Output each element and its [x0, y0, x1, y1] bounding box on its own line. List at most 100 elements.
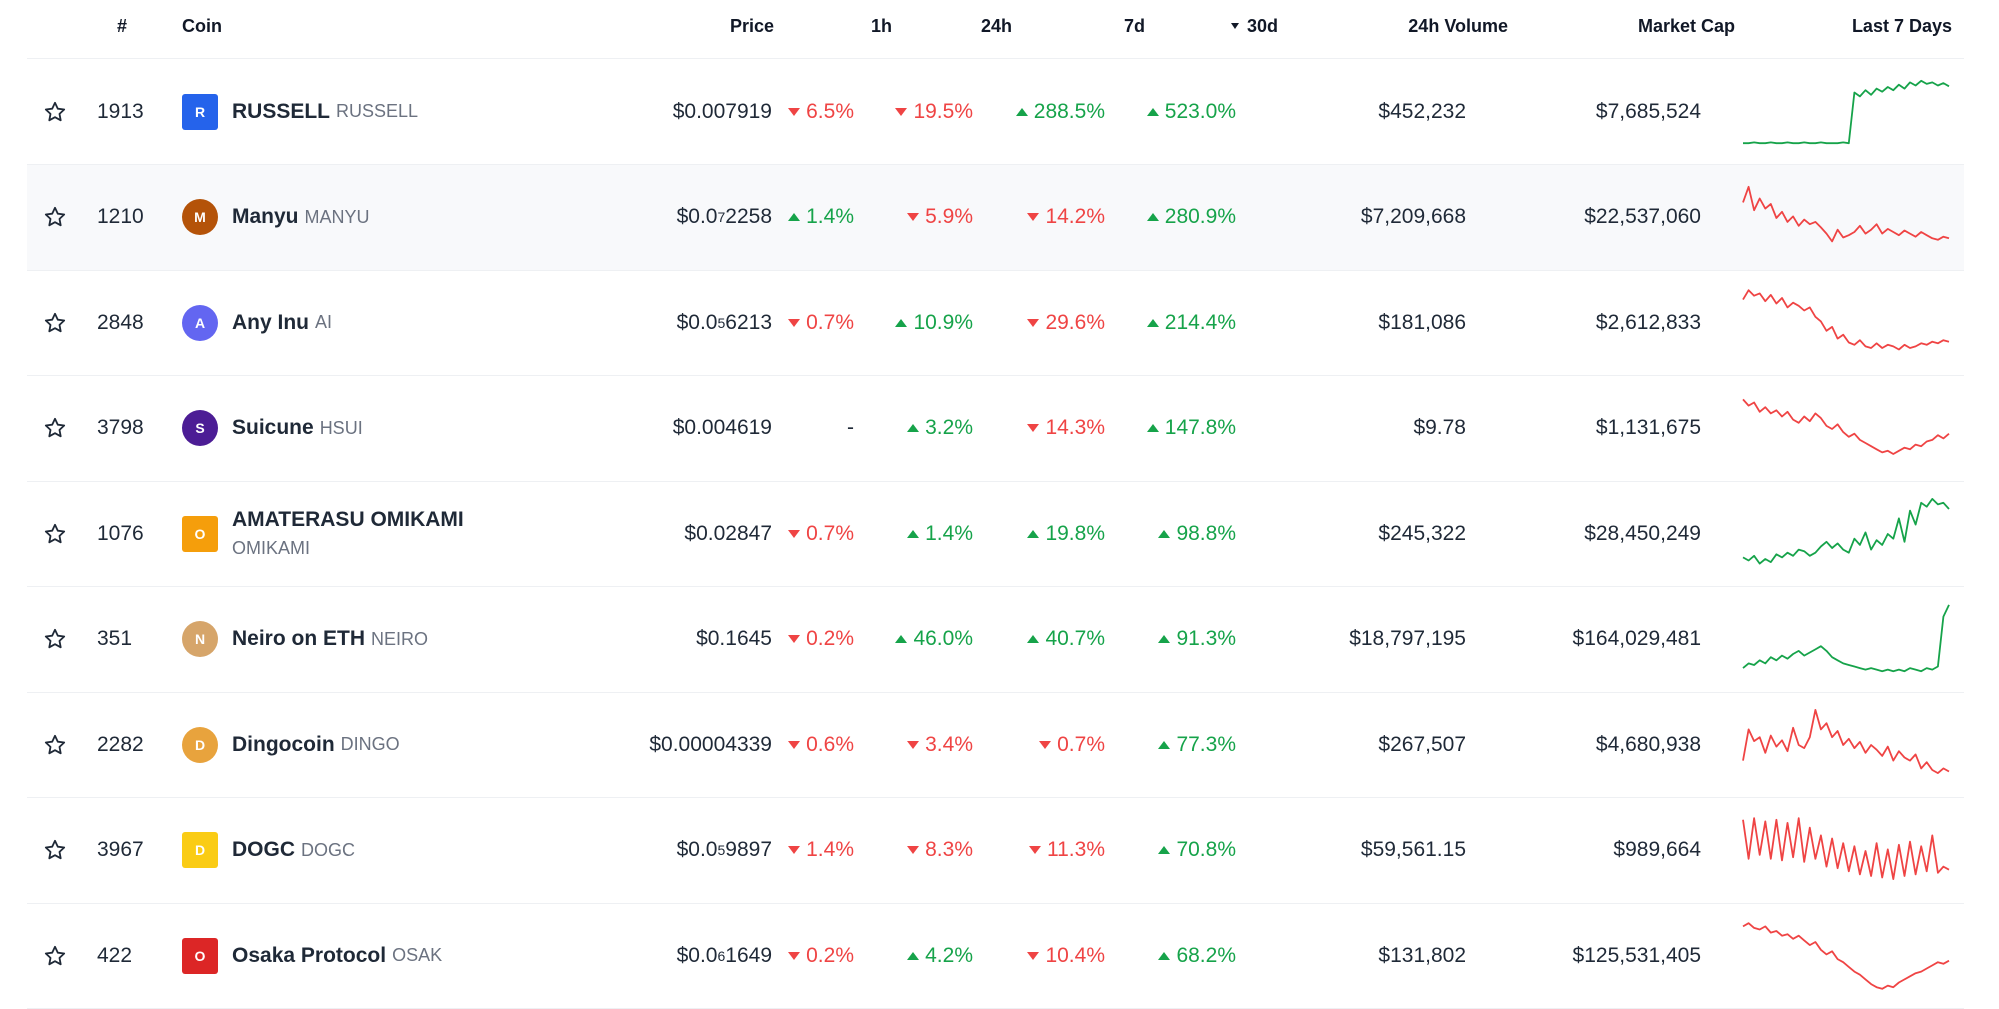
coin-cell[interactable]: R RUSSELL RUSSELL [182, 59, 418, 164]
caret-down-icon [788, 635, 801, 643]
caret-up-icon [1158, 846, 1171, 854]
change-7d: 40.7% [1027, 587, 1105, 692]
favorite-star-icon[interactable] [27, 692, 82, 797]
caret-up-icon [1146, 318, 1159, 327]
coin-cell[interactable]: D DOGC DOGC [182, 798, 355, 903]
table-row[interactable]: 2282 D Dingocoin DINGO $0.00004339 0.6% 3… [27, 692, 1964, 798]
favorite-star-icon[interactable] [27, 587, 82, 692]
caret-down-icon [1027, 424, 1040, 432]
coin-symbol: OSAK [392, 945, 443, 965]
coin-volume: $7,209,668 [1360, 205, 1466, 228]
coin-logo-icon: A [182, 304, 218, 341]
price-zero-count: 5 [717, 842, 726, 858]
coin-cell[interactable]: D Dingocoin DINGO [182, 692, 400, 797]
coin-name[interactable]: Manyu [232, 205, 299, 228]
header-price[interactable]: Price [729, 16, 774, 36]
coin-name[interactable]: Suicune [232, 416, 314, 439]
table-row[interactable]: 422 O Osaka Protocol OSAK $0.0 6 1649 0.2% … [27, 903, 1964, 1009]
favorite-star-icon[interactable] [27, 798, 82, 903]
change-1h: 1.4% [788, 165, 854, 270]
table-header: # Coin Price 1h 24h 7d 30d 24h Volume Ma… [27, 0, 1964, 59]
coin-name[interactable]: AMATERASU OMIKAMI [232, 507, 464, 531]
favorite-star-icon[interactable] [27, 903, 82, 1008]
change-7d: 14.3% [1027, 376, 1105, 481]
coin-symbol: RUSSELL [336, 101, 419, 121]
sparkline-series [1742, 816, 1950, 880]
caret-down-icon [1027, 951, 1040, 960]
header-30d[interactable]: 30d [1230, 16, 1278, 37]
coin-cell[interactable]: O Osaka Protocol OSAK [182, 903, 442, 1008]
change-1h: 0.7% [788, 270, 854, 375]
sparkline-chart [1742, 185, 1950, 242]
caret-up-icon [1015, 107, 1028, 116]
sparkline-series [1742, 709, 1950, 774]
coin-volume: $267,507 [1378, 732, 1466, 756]
caret-down-icon [1027, 318, 1040, 327]
coin-name[interactable]: RUSSELL [232, 99, 331, 123]
change-24h: 3.2% [907, 376, 973, 481]
coin-cell[interactable]: N Neiro on ETH NEIRO [182, 587, 428, 692]
price-zero-count: 6 [717, 947, 726, 964]
coin-logo-icon: O [182, 937, 218, 974]
coin-cell[interactable]: A Any Inu AI [182, 270, 332, 375]
coin-market-cap: $22,537,060 [1584, 205, 1701, 228]
table-row[interactable]: 1076 O AMATERASU OMIKAMI OMIKAMI $0.02847… [27, 481, 1964, 587]
sparkline-chart [1742, 289, 1950, 351]
caret-up-icon [907, 424, 920, 432]
coin-market-cap: $28,450,249 [1584, 521, 1701, 545]
coin-volume: $131,802 [1378, 943, 1466, 967]
caret-up-icon [1027, 529, 1040, 538]
favorite-star-icon[interactable] [27, 481, 82, 586]
change-30d: 147.8% [1146, 376, 1236, 481]
caret-up-icon [1146, 213, 1159, 221]
header-coin[interactable]: Coin [182, 16, 222, 36]
table-row[interactable]: 1210 M Manyu MANYU $0.0 7 2258 1.4% 5.9% 14… [27, 164, 1964, 271]
sparkline-chart [1742, 922, 1950, 990]
coin-logo-icon: R [182, 93, 218, 130]
caret-down-icon [1029, 846, 1041, 854]
favorite-star-icon[interactable] [27, 165, 82, 270]
coin-symbol: DINGO [340, 734, 400, 754]
caret-up-icon [907, 529, 920, 538]
sparkline-chart [1743, 79, 1950, 145]
table-row[interactable]: 351 N Neiro on ETH NEIRO $0.1645 0.2% 46.… [27, 587, 1964, 693]
change-7d: 288.5% [1015, 59, 1105, 164]
change-1h: 0.2% [788, 587, 854, 692]
coin-logo-icon: D [182, 726, 218, 763]
coin-cell[interactable]: S Suicune HSUI [182, 376, 363, 481]
favorite-star-icon[interactable] [27, 270, 82, 375]
coin-name[interactable]: Osaka Protocol [232, 943, 387, 967]
change-24h: 8.3% [907, 798, 973, 903]
price-zero-count: 5 [717, 314, 726, 331]
coin-name[interactable]: Neiro on ETH [232, 627, 366, 650]
sort-desc-icon [1230, 23, 1239, 29]
coin-cell[interactable]: O AMATERASU OMIKAMI OMIKAMI [182, 481, 464, 586]
coin-name[interactable]: DOGC [232, 838, 295, 861]
coin-logo-icon: M [182, 199, 218, 235]
coin-rank: 1210 [97, 205, 144, 228]
table-row[interactable]: 1913 R RUSSELL RUSSELL $0.007919 6.5% 19.… [27, 59, 1964, 165]
table-row[interactable]: 2848 A Any Inu AI $0.0 5 6213 0.7% 10.9% 29… [27, 270, 1964, 376]
header-7d[interactable]: 7d [1123, 16, 1145, 36]
favorite-star-icon[interactable] [27, 376, 82, 481]
coin-market-cap: $4,680,938 [1595, 732, 1701, 756]
coin-cell[interactable]: M Manyu MANYU [182, 165, 370, 270]
coin-rank: 2848 [97, 310, 144, 334]
header-volume[interactable]: 24h Volume [1408, 16, 1508, 36]
header-rank[interactable]: # [117, 16, 128, 36]
header-market-cap[interactable]: Market Cap [1637, 16, 1735, 36]
table-row[interactable]: 3967 D DOGC DOGC $0.0 5 9897 1.4% 8.3% 11.3… [27, 798, 1964, 904]
header-1h[interactable]: 1h [870, 16, 892, 36]
caret-down-icon [895, 107, 908, 116]
change-7d: 14.2% [1027, 165, 1105, 270]
coin-name[interactable]: Any Inu [232, 310, 309, 334]
favorite-star-icon[interactable] [27, 59, 82, 164]
table-row[interactable]: 3798 S Suicune HSUI $0.004619 - 3.2% 14.3… [27, 376, 1964, 482]
caret-up-icon [907, 951, 920, 960]
coin-name[interactable]: Dingocoin [232, 732, 335, 756]
caret-down-icon [788, 318, 801, 327]
coin-rank: 351 [97, 627, 133, 650]
change-30d: 214.4% [1146, 270, 1236, 375]
change-24h: 1.4% [907, 481, 973, 586]
header-24h[interactable]: 24h [980, 16, 1012, 36]
